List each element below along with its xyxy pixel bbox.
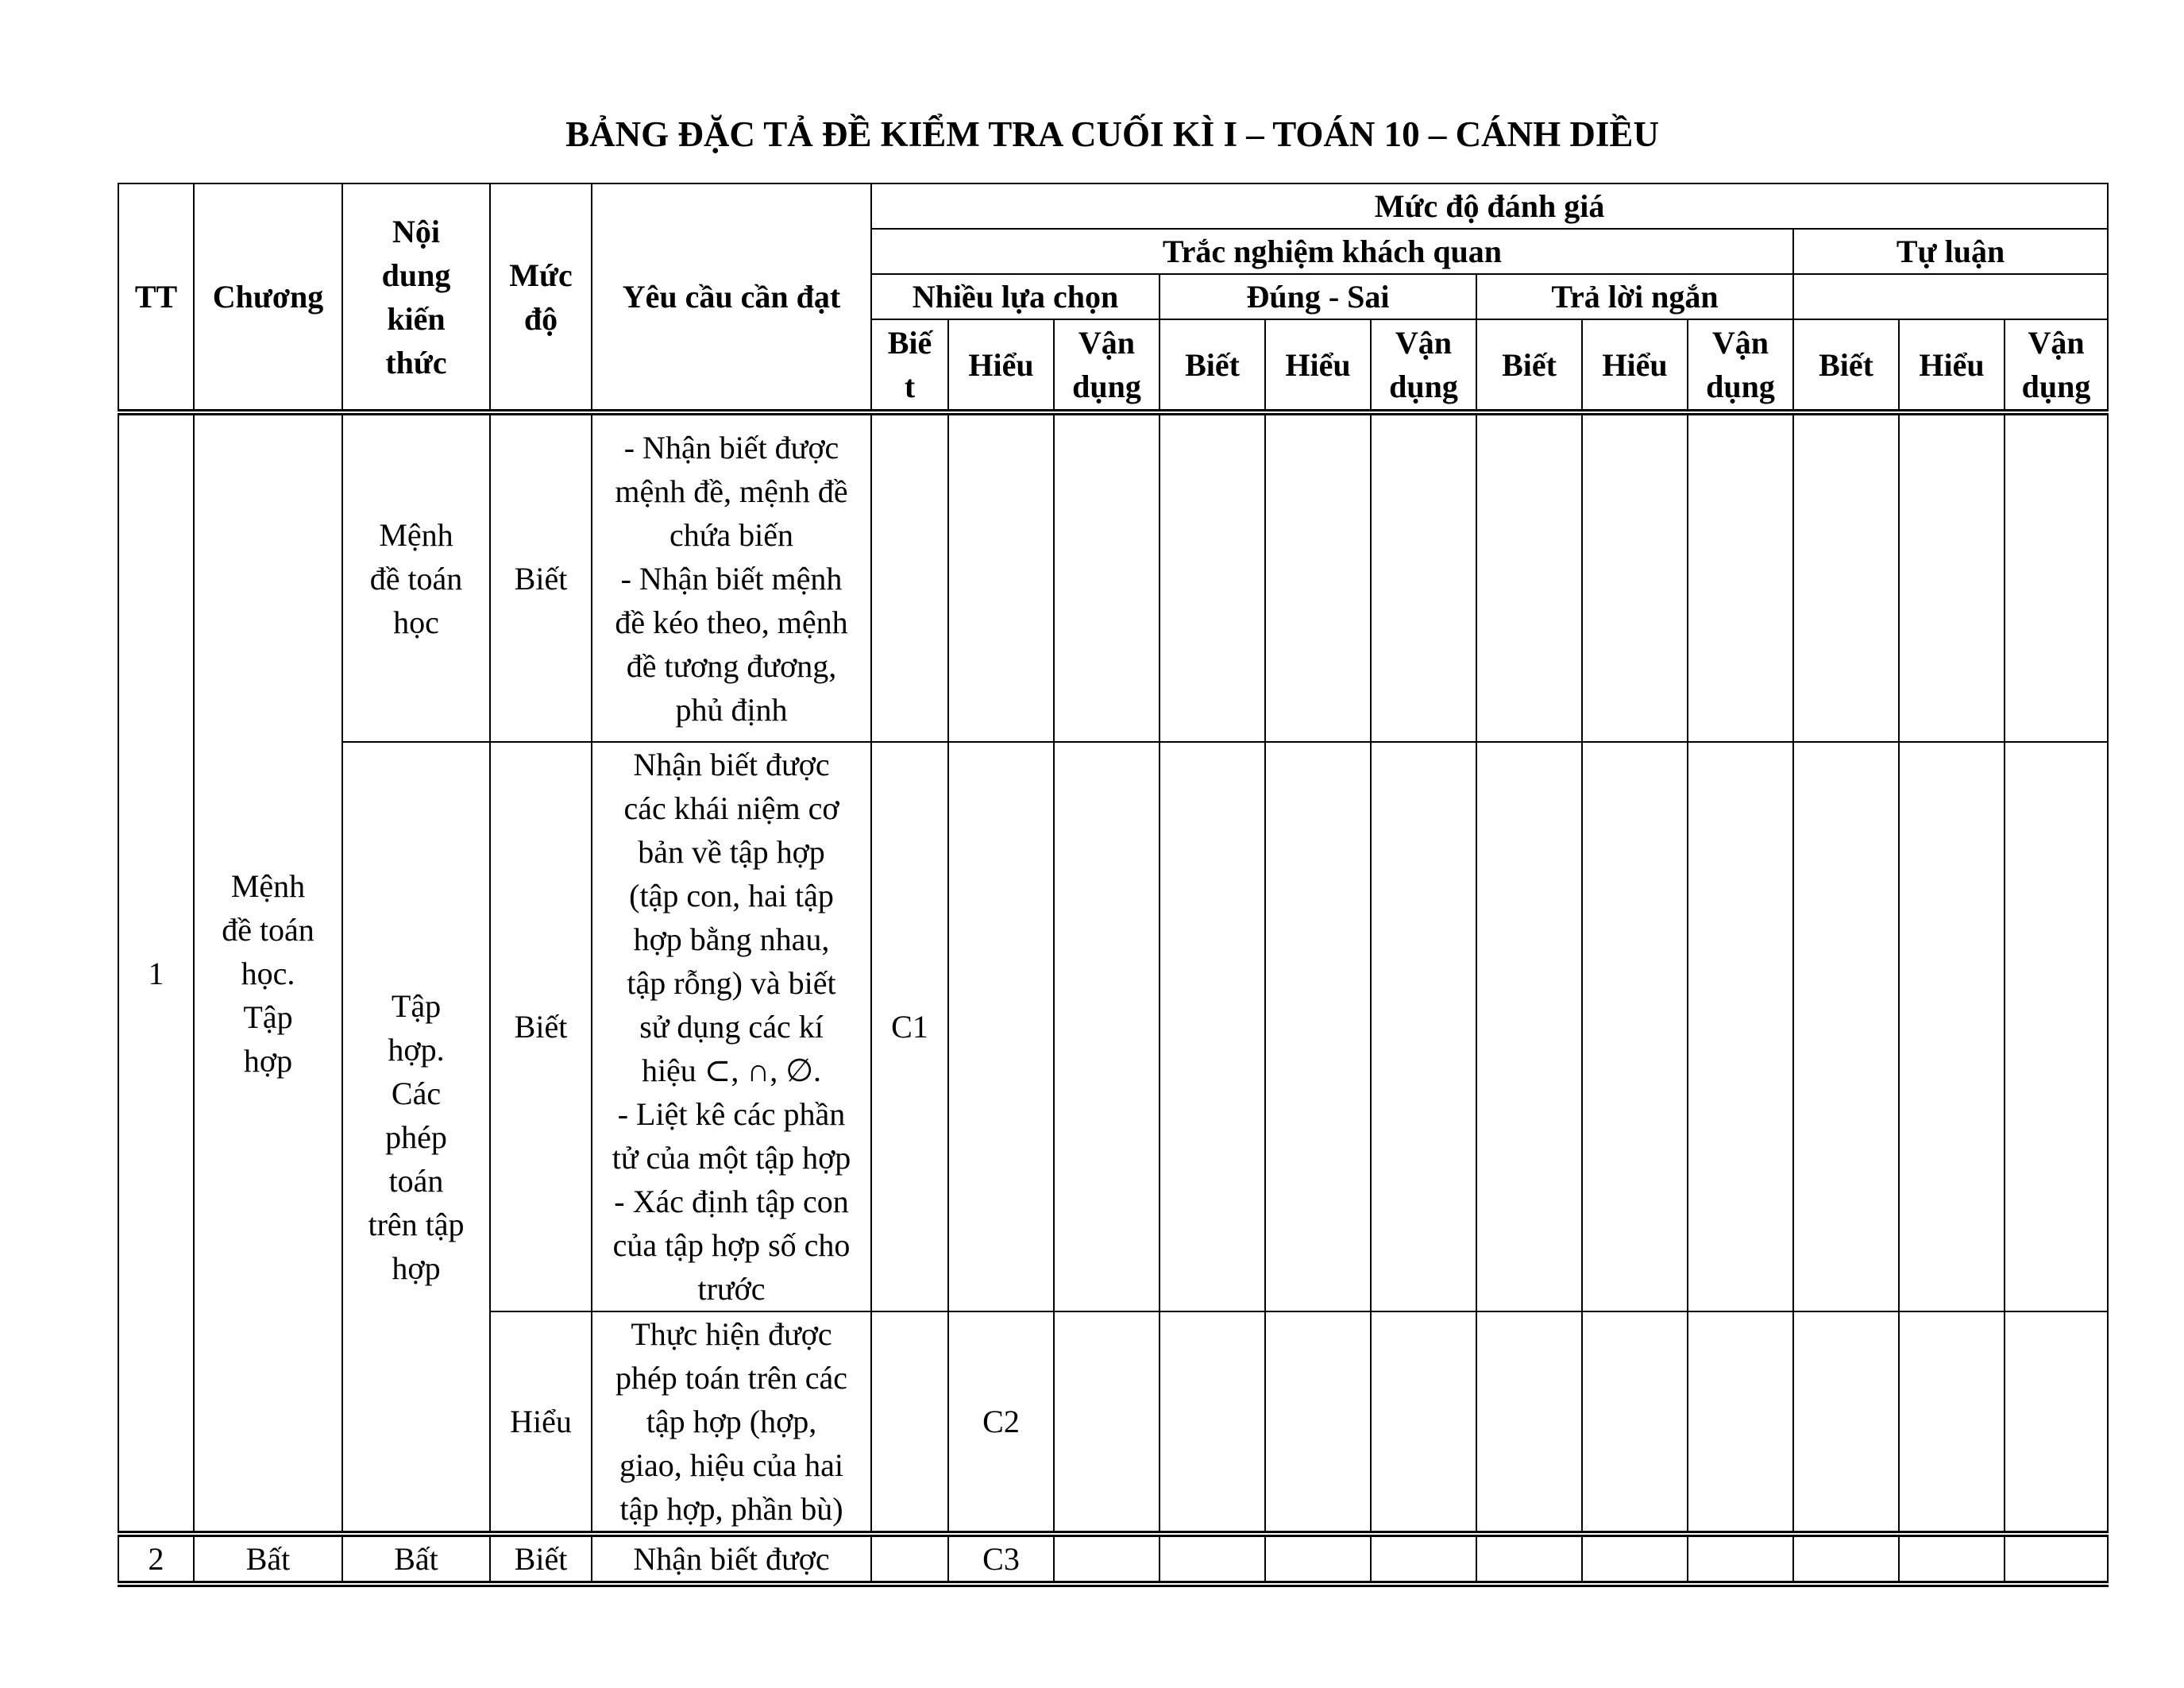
empty-cell bbox=[1053, 411, 1160, 743]
empty-cell bbox=[870, 411, 949, 743]
th-tl-van-dung: Vận dụng bbox=[2003, 319, 2109, 415]
cell-yeu-cau: Thực hiện được phép toán trên các tập hợ… bbox=[591, 1311, 872, 1537]
th-tl-hieu: Hiểu bbox=[1898, 319, 2005, 415]
body-row-2: Tập hợp. Các phép toán trên tập hợp Biết… bbox=[118, 741, 2109, 1537]
empty-cell bbox=[1898, 1311, 2005, 1537]
th-noi-dung-kien-thuc: Nội dung kiến thức bbox=[341, 183, 491, 415]
empty-cell bbox=[1053, 1533, 1160, 1587]
empty-cell bbox=[1370, 411, 1477, 743]
th-nhieu-lua-chon: Nhiều lựa chọn bbox=[870, 273, 1160, 320]
cell-noi-dung-menh-de: Mệnh đề toán học bbox=[341, 411, 491, 743]
empty-cell bbox=[1159, 741, 1266, 1312]
cell-noi-dung-bat: Bất bbox=[341, 1533, 491, 1587]
empty-cell bbox=[1476, 1533, 1583, 1587]
th-tln-hieu: Hiểu bbox=[1581, 319, 1688, 415]
empty-cell bbox=[1792, 741, 1900, 1312]
empty-cell bbox=[947, 411, 1055, 743]
th-tt: TT bbox=[118, 183, 195, 415]
cell-tt-1: 1 bbox=[118, 411, 195, 1537]
cell-muc-do-biet: Biết bbox=[489, 411, 592, 743]
th-chuong: Chương bbox=[193, 183, 343, 415]
header-row-4: Biết Hiểu Vận dụng Biết Hiểu Vận dụng Bi… bbox=[118, 319, 2109, 415]
th-tln-van-dung: Vận dụng bbox=[1687, 319, 1794, 415]
empty-cell bbox=[1370, 1311, 1477, 1537]
empty-cell bbox=[870, 1533, 949, 1587]
empty-cell bbox=[1370, 741, 1477, 1312]
empty-cell bbox=[1264, 411, 1372, 743]
th-ds-hieu: Hiểu bbox=[1264, 319, 1372, 415]
th-yeu-cau-can-dat: Yêu cầu cần đạt bbox=[591, 183, 872, 415]
empty-cell bbox=[947, 741, 1055, 1312]
empty-cell bbox=[1792, 1311, 1900, 1537]
empty-cell bbox=[1687, 411, 1794, 743]
cell-yeu-cau: Nhận biết được các khái niệm cơ bản về t… bbox=[591, 741, 872, 1312]
th-ds-biet: Biết bbox=[1159, 319, 1266, 415]
body-row-1: 1 Mệnh đề toán học. Tập hợp Mệnh đề toán… bbox=[118, 411, 2109, 1537]
th-tra-loi-ngan: Trả lời ngắn bbox=[1476, 273, 1794, 320]
cell-chuong-2: Bất bbox=[193, 1533, 343, 1587]
empty-cell bbox=[1687, 741, 1794, 1312]
th-muc-do-danh-gia: Mức độ đánh giá bbox=[870, 183, 2109, 230]
cell-question-c1: C1 bbox=[870, 741, 949, 1312]
empty-cell bbox=[1159, 1533, 1266, 1587]
cell-yeu-cau: - Nhận biết được mệnh đề, mệnh đề chứa b… bbox=[591, 411, 872, 743]
page-title: BẢNG ĐẶC TẢ ĐỀ KIỂM TRA CUỐI KÌ I – TOÁN… bbox=[565, 114, 1659, 154]
empty-cell bbox=[1053, 1311, 1160, 1537]
empty-cell bbox=[1159, 1311, 1266, 1537]
th-ds-van-dung: Vận dụng bbox=[1370, 319, 1477, 415]
th-tu-luan: Tự luận bbox=[1792, 228, 2109, 275]
body-row-4: 2 Bất Bất Biết Nhận biết được C3 bbox=[118, 1533, 2109, 1587]
empty-cell bbox=[1264, 741, 1372, 1312]
empty-cell bbox=[1159, 411, 1266, 743]
cell-muc-do-hieu: Hiểu bbox=[489, 1311, 592, 1537]
empty-cell bbox=[1264, 1311, 1372, 1537]
th-tl-biet: Biết bbox=[1792, 319, 1900, 415]
empty-cell bbox=[1581, 741, 1688, 1312]
th-nlc-biet: Biết bbox=[870, 319, 949, 415]
empty-cell bbox=[1476, 1311, 1583, 1537]
empty-cell bbox=[1581, 1533, 1688, 1587]
empty-cell bbox=[2003, 741, 2109, 1312]
empty-cell bbox=[1687, 1311, 1794, 1537]
th-nlc-biet-label: Biết bbox=[887, 325, 932, 404]
cell-muc-do-biet: Biết bbox=[489, 741, 592, 1312]
cell-muc-do-biet: Biết bbox=[489, 1533, 592, 1587]
empty-cell bbox=[870, 1311, 949, 1537]
cell-question-c2: C2 bbox=[947, 1311, 1055, 1537]
empty-cell bbox=[2003, 1311, 2109, 1537]
header-row-3: Nhiều lựa chọn Đúng - Sai Trả lời ngắn bbox=[118, 273, 2109, 320]
header-row-2: Trắc nghiệm khách quan Tự luận bbox=[118, 228, 2109, 275]
cell-question-c3: C3 bbox=[947, 1533, 1055, 1587]
empty-cell bbox=[2003, 411, 2109, 743]
th-tln-biet: Biết bbox=[1476, 319, 1583, 415]
th-nlc-van-dung: Vận dụng bbox=[1053, 319, 1160, 415]
empty-cell bbox=[1792, 1533, 1900, 1587]
spec-table: TT Chương Nội dung kiến thức Mức độ Yêu … bbox=[118, 183, 2109, 1587]
empty-cell bbox=[1053, 741, 1160, 1312]
th-trac-nghiem-khach-quan: Trắc nghiệm khách quan bbox=[870, 228, 1794, 275]
empty-cell bbox=[1898, 411, 2005, 743]
empty-cell bbox=[1898, 1533, 2005, 1587]
cell-chuong-1: Mệnh đề toán học. Tập hợp bbox=[193, 411, 343, 1537]
empty-cell bbox=[1792, 411, 1900, 743]
empty-cell bbox=[1581, 411, 1688, 743]
empty-cell bbox=[1898, 741, 2005, 1312]
empty-cell bbox=[1476, 741, 1583, 1312]
empty-cell bbox=[1476, 411, 1583, 743]
cell-yeu-cau: Nhận biết được bbox=[591, 1533, 872, 1587]
header-row-1: TT Chương Nội dung kiến thức Mức độ Yêu … bbox=[118, 183, 2109, 415]
empty-cell bbox=[1581, 1311, 1688, 1537]
th-nlc-hieu: Hiểu bbox=[947, 319, 1055, 415]
cell-noi-dung-tap-hop: Tập hợp. Các phép toán trên tập hợp bbox=[341, 741, 491, 1537]
th-dung-sai: Đúng - Sai bbox=[1159, 273, 1477, 320]
empty-cell bbox=[1264, 1533, 1372, 1587]
th-muc-do: Mức độ bbox=[489, 183, 592, 415]
empty-header-cell bbox=[1792, 273, 2109, 320]
body-row-3: Hiểu Thực hiện được phép toán trên các t… bbox=[118, 1311, 2109, 1537]
empty-cell bbox=[1370, 1533, 1477, 1587]
cell-tt-2: 2 bbox=[118, 1533, 195, 1587]
empty-cell bbox=[1687, 1533, 1794, 1587]
empty-cell bbox=[2003, 1533, 2109, 1587]
